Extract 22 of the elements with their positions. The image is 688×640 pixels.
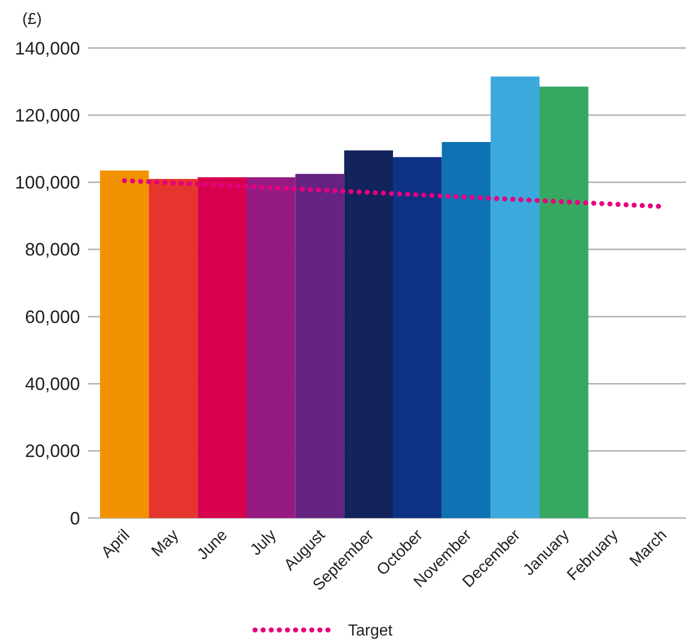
y-tick-label: 80,000 <box>24 240 80 260</box>
bar <box>148 178 198 518</box>
bar <box>198 177 246 518</box>
y-tick-label: 140,000 <box>14 38 80 58</box>
y-tick-label: 40,000 <box>24 374 80 394</box>
x-tick-label: July <box>248 526 280 559</box>
y-tick-label: 60,000 <box>24 306 80 327</box>
y-tick-label: 20,000 <box>24 441 80 462</box>
y-tick-label: 0 <box>70 508 80 528</box>
y-axis-title: (£) <box>22 11 42 28</box>
y-tick-label: 120,000 <box>14 105 80 126</box>
x-tick-label: May <box>148 526 182 560</box>
bar <box>490 76 540 518</box>
bar <box>344 150 393 518</box>
bar <box>100 170 149 518</box>
bar <box>246 177 296 518</box>
bar <box>393 157 442 518</box>
bar <box>295 174 344 518</box>
y-tick-label: 100,000 <box>14 172 80 193</box>
bar <box>442 142 491 518</box>
legend-label: Target <box>348 622 394 640</box>
bar <box>540 86 588 518</box>
